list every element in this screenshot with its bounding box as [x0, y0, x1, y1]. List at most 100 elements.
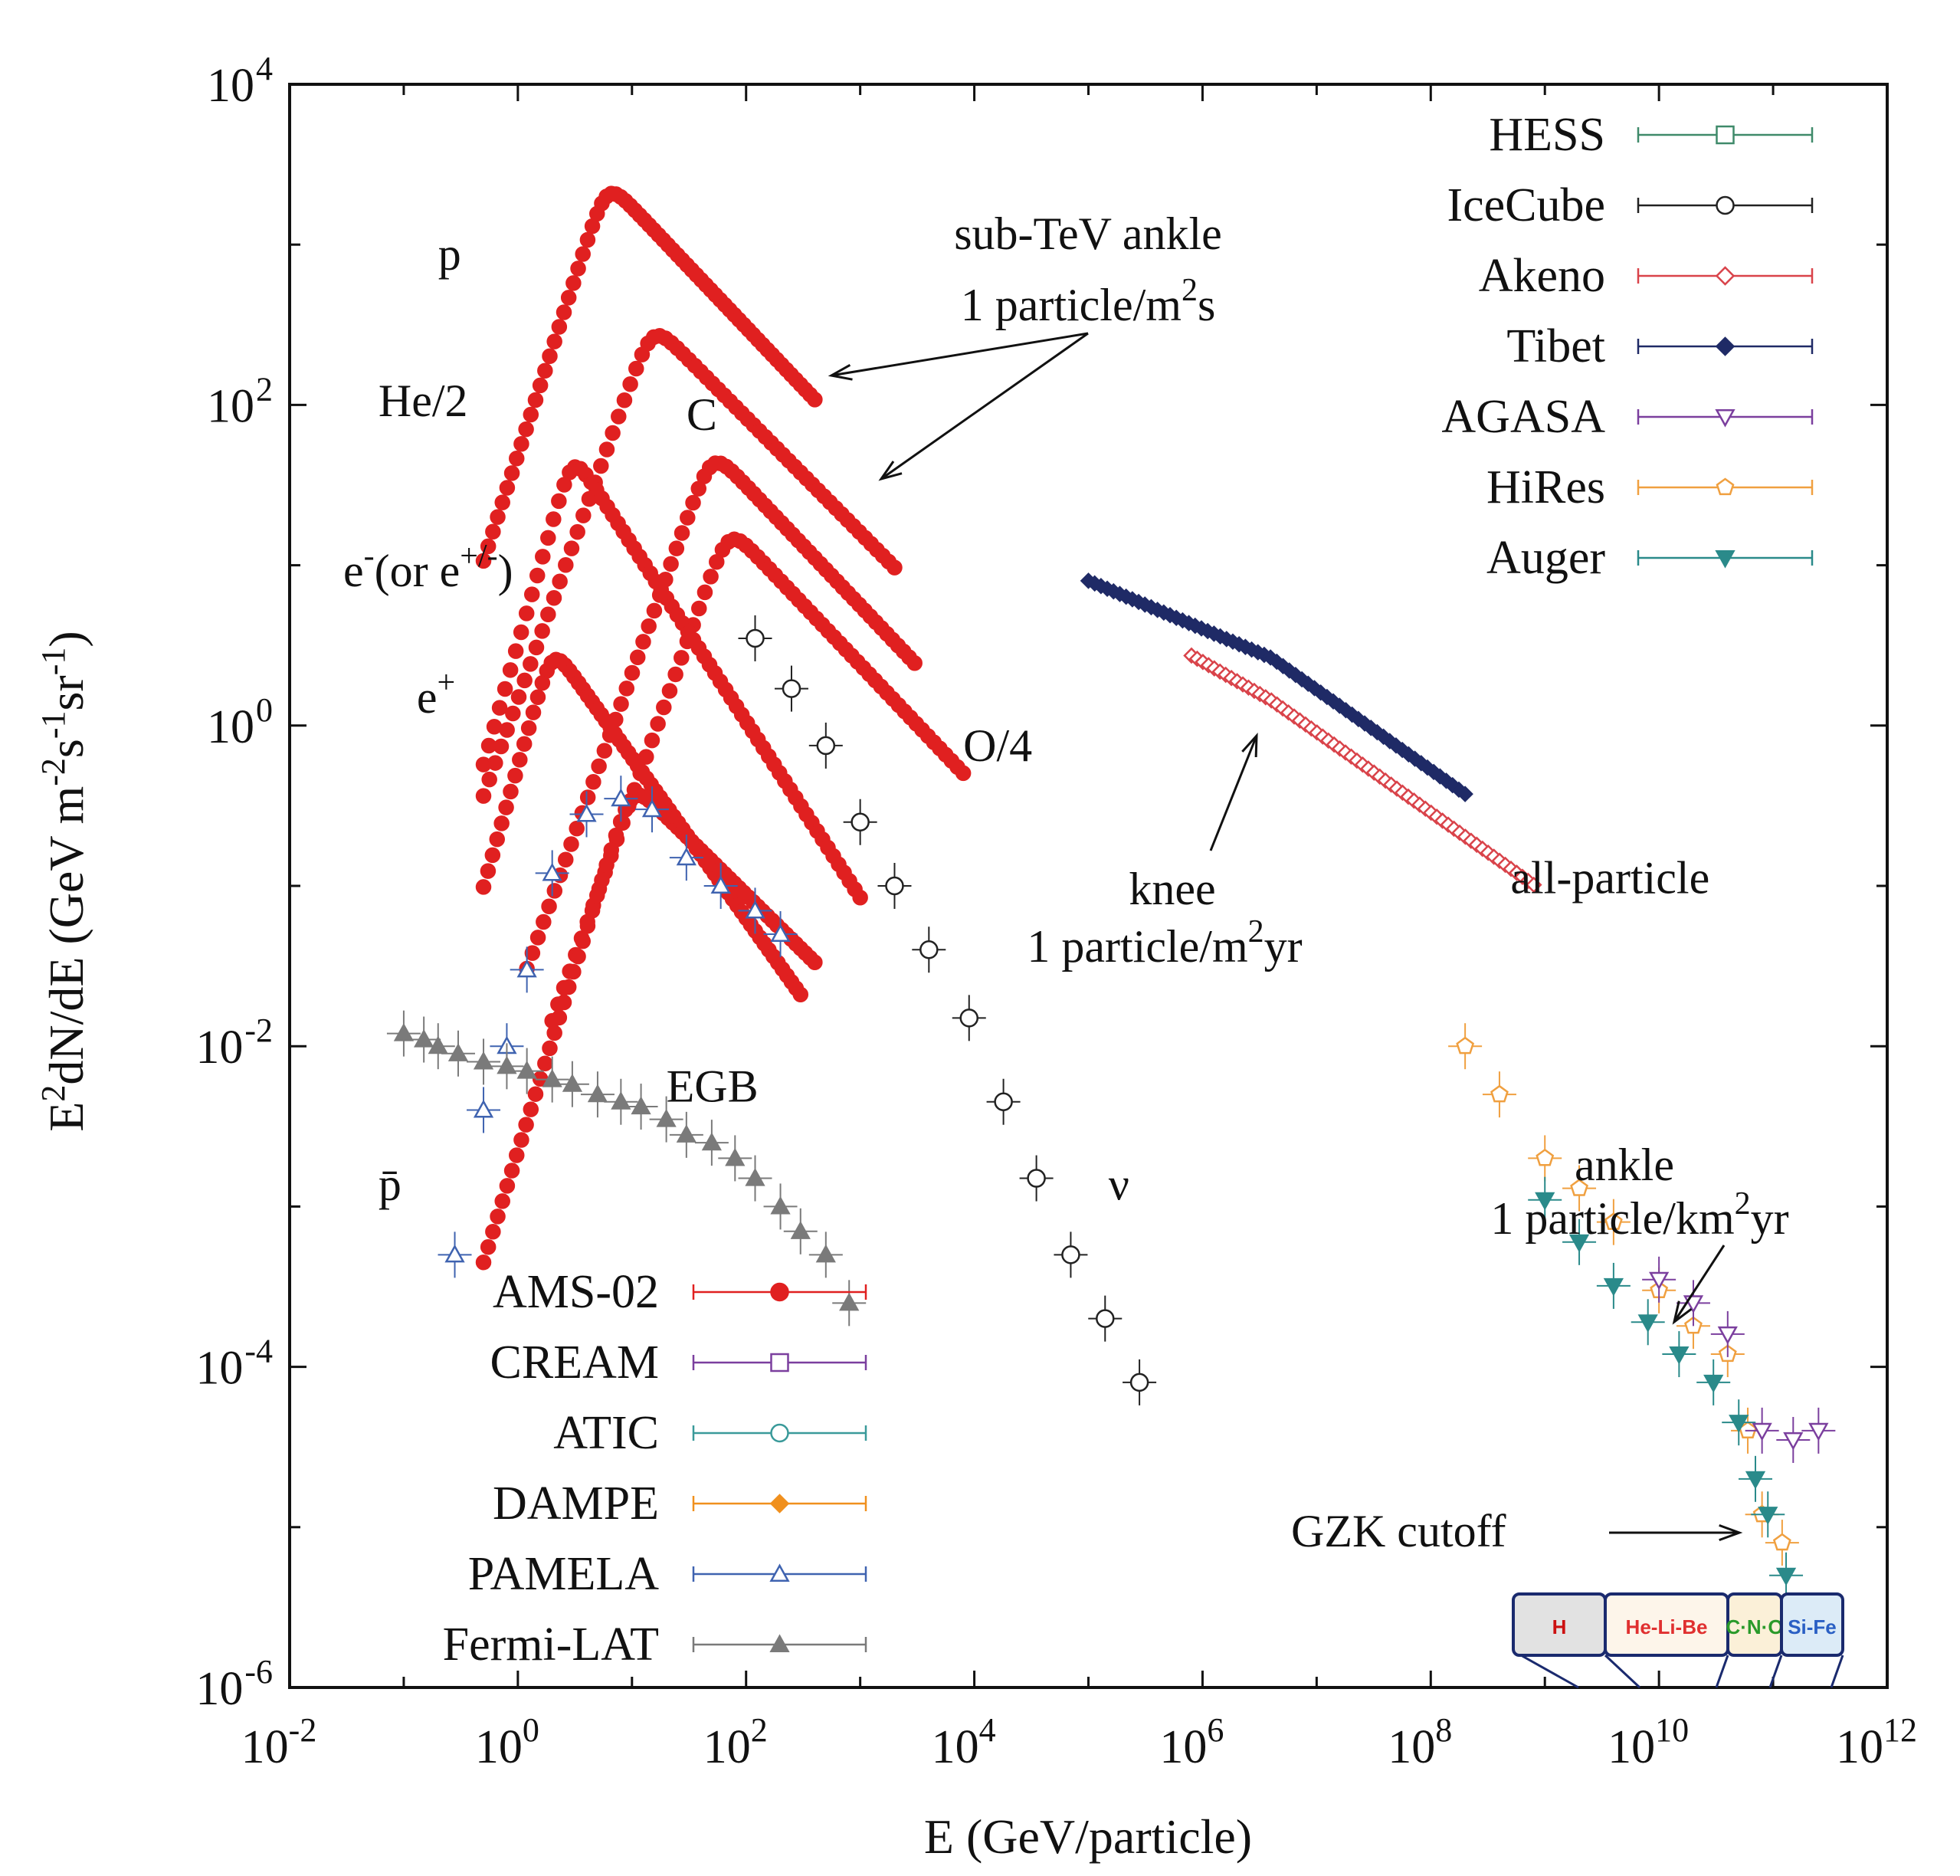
data-point	[575, 507, 592, 523]
data-point	[1808, 1422, 1829, 1441]
arrow-sub-tev-he-shaft	[880, 332, 1089, 480]
legend-entry: Akeno	[1479, 250, 1814, 302]
data-point	[685, 494, 701, 511]
knee-annotation-line2: 1 particle/m2yr	[1027, 914, 1302, 972]
data-point	[486, 719, 503, 735]
data-point	[1061, 1245, 1080, 1264]
data-point	[579, 231, 596, 248]
data-point	[542, 1069, 562, 1087]
data-point	[591, 758, 607, 775]
data-point	[792, 986, 809, 1003]
data-point	[725, 1147, 746, 1166]
data-point	[498, 799, 514, 815]
data-point	[635, 634, 651, 650]
data-point	[525, 704, 542, 720]
data-point	[523, 656, 539, 672]
data-point	[507, 643, 524, 659]
data-point	[499, 1178, 516, 1194]
data-point	[516, 672, 533, 689]
series-12	[1448, 1023, 1799, 1566]
data-point	[674, 525, 690, 541]
x-tick-label: 1012	[1836, 1711, 1917, 1773]
data-point	[1457, 785, 1473, 802]
data-point	[563, 836, 579, 852]
data-point	[668, 540, 685, 556]
data-point	[851, 812, 870, 832]
arrow-knee	[1209, 732, 1258, 851]
legend-label: DAMPE	[493, 1478, 659, 1530]
legend-marker	[770, 1282, 789, 1302]
data-point	[955, 765, 972, 782]
data-point	[661, 683, 678, 699]
series-0	[475, 185, 823, 569]
data-point	[523, 406, 539, 423]
legend-label: HESS	[1489, 109, 1605, 161]
strip-foot	[1604, 1654, 1641, 1689]
legend-marker	[1716, 195, 1735, 215]
data-point	[641, 618, 657, 635]
data-point	[485, 523, 501, 540]
composition-cell	[1780, 1592, 1844, 1657]
composition-label: C·N·O	[1726, 1615, 1783, 1638]
data-point	[516, 959, 537, 978]
data-point	[631, 1096, 651, 1115]
data-point	[563, 540, 580, 556]
arrow-sub-tev-he-head	[878, 461, 903, 481]
data-point	[507, 767, 523, 784]
data-point	[613, 696, 629, 712]
data-point	[428, 1035, 448, 1054]
data-point	[629, 649, 646, 665]
curve-label: p	[438, 229, 461, 280]
y-tick-label: 10-2	[195, 1012, 273, 1074]
data-point	[444, 1244, 465, 1263]
arrow-gzk	[1609, 1523, 1743, 1542]
sub-tev-annotation-line2: 1 particle/m2s	[961, 273, 1216, 330]
data-point	[596, 743, 613, 759]
data-point	[491, 700, 508, 716]
data-point	[701, 1132, 723, 1151]
legend-marker	[769, 1634, 790, 1653]
data-point	[624, 664, 641, 681]
data-point	[494, 1193, 510, 1209]
data-point	[709, 553, 725, 570]
data-point	[646, 602, 663, 619]
data-point	[552, 573, 568, 589]
data-point	[527, 392, 544, 408]
data-point	[587, 1084, 608, 1103]
data-point	[542, 1040, 558, 1057]
data-point	[656, 1109, 677, 1127]
y-tick-label: 100	[207, 691, 273, 753]
electron-label: e-(or e+/-)	[343, 539, 513, 596]
data-point	[558, 851, 574, 868]
data-point	[745, 1167, 765, 1186]
data-point	[994, 1092, 1013, 1111]
composition-label: H	[1552, 1615, 1567, 1638]
data-point	[570, 948, 586, 965]
data-point	[546, 1025, 562, 1041]
data-point	[484, 847, 501, 864]
data-point	[518, 605, 535, 622]
data-point	[499, 722, 515, 738]
legend-entry: DAMPE	[493, 1478, 867, 1530]
data-point	[1649, 1271, 1670, 1291]
data-point	[565, 275, 582, 291]
series-5	[475, 651, 809, 1003]
data-point	[770, 1195, 791, 1215]
legend-marker	[1715, 549, 1735, 569]
data-point	[852, 889, 868, 906]
data-point	[1456, 1036, 1475, 1054]
data-point	[480, 737, 497, 754]
arrow-gzk-head	[1719, 1523, 1743, 1542]
data-point	[562, 1074, 583, 1092]
strip-foot	[1830, 1655, 1844, 1688]
data-point	[497, 1055, 517, 1074]
data-point	[603, 841, 620, 858]
ylabel-sr: sr	[39, 675, 93, 710]
data-point	[499, 480, 516, 496]
curve-label: p̄	[379, 1159, 402, 1210]
data-point	[489, 831, 506, 848]
legend-label: Akeno	[1479, 250, 1605, 302]
